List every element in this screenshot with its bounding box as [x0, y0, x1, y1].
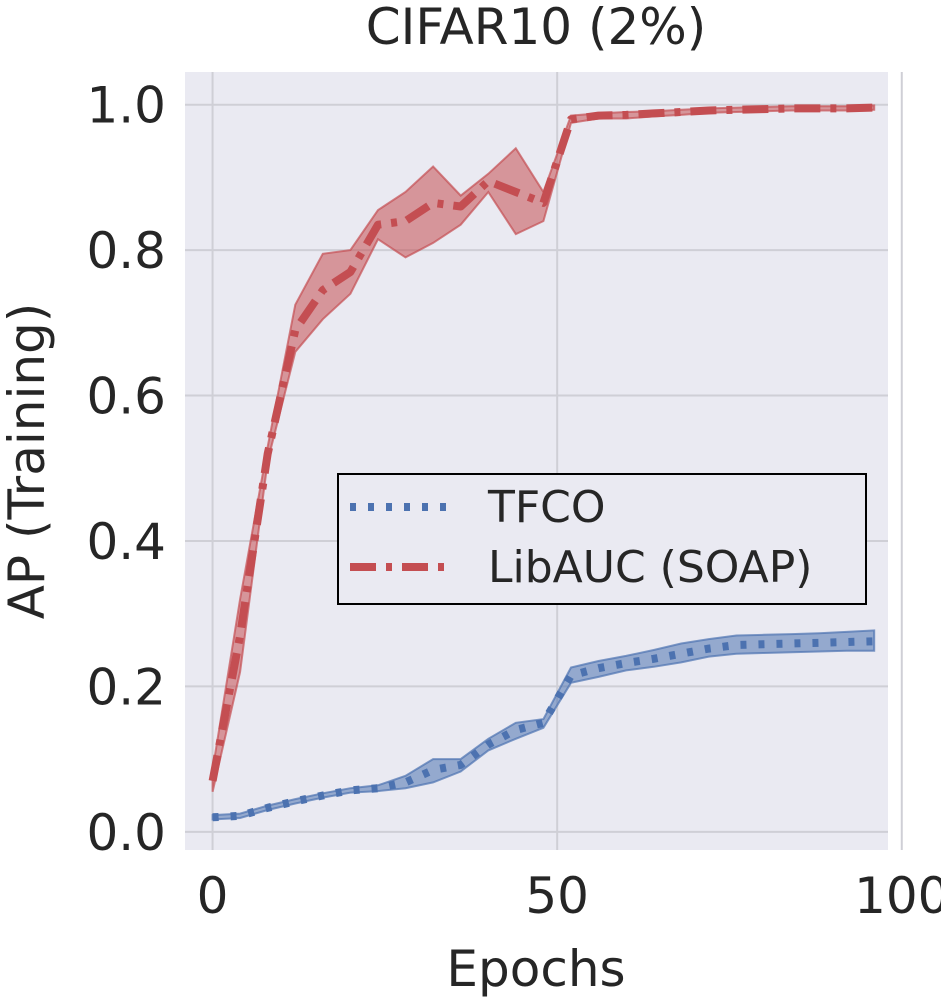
series-line-0	[212, 637, 875, 822]
y-tick-label: 0.4	[86, 513, 166, 571]
y-tick-label: 0.8	[86, 222, 166, 280]
legend-label-1: LibAUC (SOAP)	[488, 542, 812, 593]
x-tick-label: 50	[525, 867, 589, 925]
series-lines	[208, 103, 875, 822]
x-tick-label: 0	[197, 867, 229, 925]
confidence-band-0	[211, 629, 876, 821]
y-tick-label: 0.6	[86, 368, 166, 426]
legend-box	[337, 473, 867, 605]
chart-title: CIFAR10 (2%)	[366, 0, 707, 56]
confidence-band-1	[211, 104, 876, 793]
legend-label-0: TFCO	[487, 482, 606, 533]
confidence-bands	[211, 104, 876, 821]
y-tick-label: 1.0	[86, 77, 166, 135]
x-ticks: 0 50 100	[197, 867, 941, 925]
series-line-1	[208, 103, 875, 782]
y-tick-label: 0.2	[86, 658, 166, 716]
legend: TFCO LibAUC (SOAP)	[337, 473, 867, 605]
y-ticks: 0.0 0.2 0.4 0.6 0.8 1.0	[86, 77, 166, 862]
x-tick-label: 100	[854, 867, 941, 925]
x-axis-label: Epochs	[446, 940, 625, 998]
y-tick-label: 0.0	[86, 804, 166, 862]
y-axis-label: AP (Training)	[0, 303, 56, 620]
